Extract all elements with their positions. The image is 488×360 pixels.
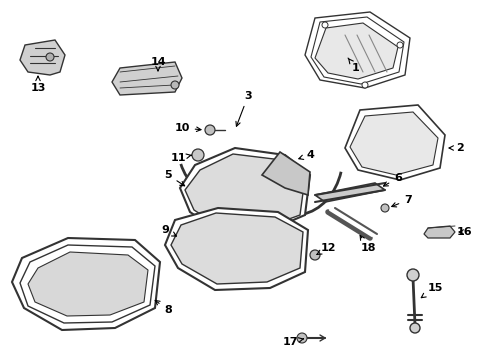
Circle shape [296,333,306,343]
Text: 2: 2 [448,143,463,153]
Polygon shape [180,148,309,232]
Text: 18: 18 [359,235,375,253]
Polygon shape [423,226,454,238]
Polygon shape [20,40,65,75]
Polygon shape [171,213,303,284]
Text: 4: 4 [298,150,313,160]
Circle shape [396,42,402,48]
Text: 16: 16 [456,227,472,237]
Text: 10: 10 [174,123,201,133]
Polygon shape [305,12,409,88]
Circle shape [46,53,54,61]
Text: 5: 5 [164,170,184,186]
Polygon shape [28,252,148,316]
Text: 6: 6 [383,173,401,186]
Circle shape [321,22,327,28]
Polygon shape [314,183,384,202]
Polygon shape [349,112,437,175]
Circle shape [192,149,203,161]
Text: 14: 14 [150,57,165,71]
Circle shape [309,250,319,260]
Polygon shape [262,152,309,195]
Text: 13: 13 [30,76,45,93]
Circle shape [171,81,179,89]
Polygon shape [164,208,307,290]
Polygon shape [345,105,444,180]
Text: 7: 7 [391,195,411,207]
Circle shape [204,125,215,135]
Polygon shape [310,17,403,84]
Text: 17: 17 [282,337,303,347]
Text: 1: 1 [347,58,359,73]
Text: 11: 11 [170,153,191,163]
Circle shape [380,204,388,212]
Text: 15: 15 [421,283,442,298]
Polygon shape [20,245,155,323]
Text: 9: 9 [161,225,176,236]
Circle shape [361,82,367,88]
Circle shape [409,323,419,333]
Polygon shape [314,23,397,79]
Polygon shape [12,238,160,330]
Circle shape [406,269,418,281]
Polygon shape [184,154,305,228]
Text: 3: 3 [236,91,251,126]
Polygon shape [112,62,182,95]
Text: 12: 12 [316,243,335,255]
Text: 8: 8 [155,300,171,315]
